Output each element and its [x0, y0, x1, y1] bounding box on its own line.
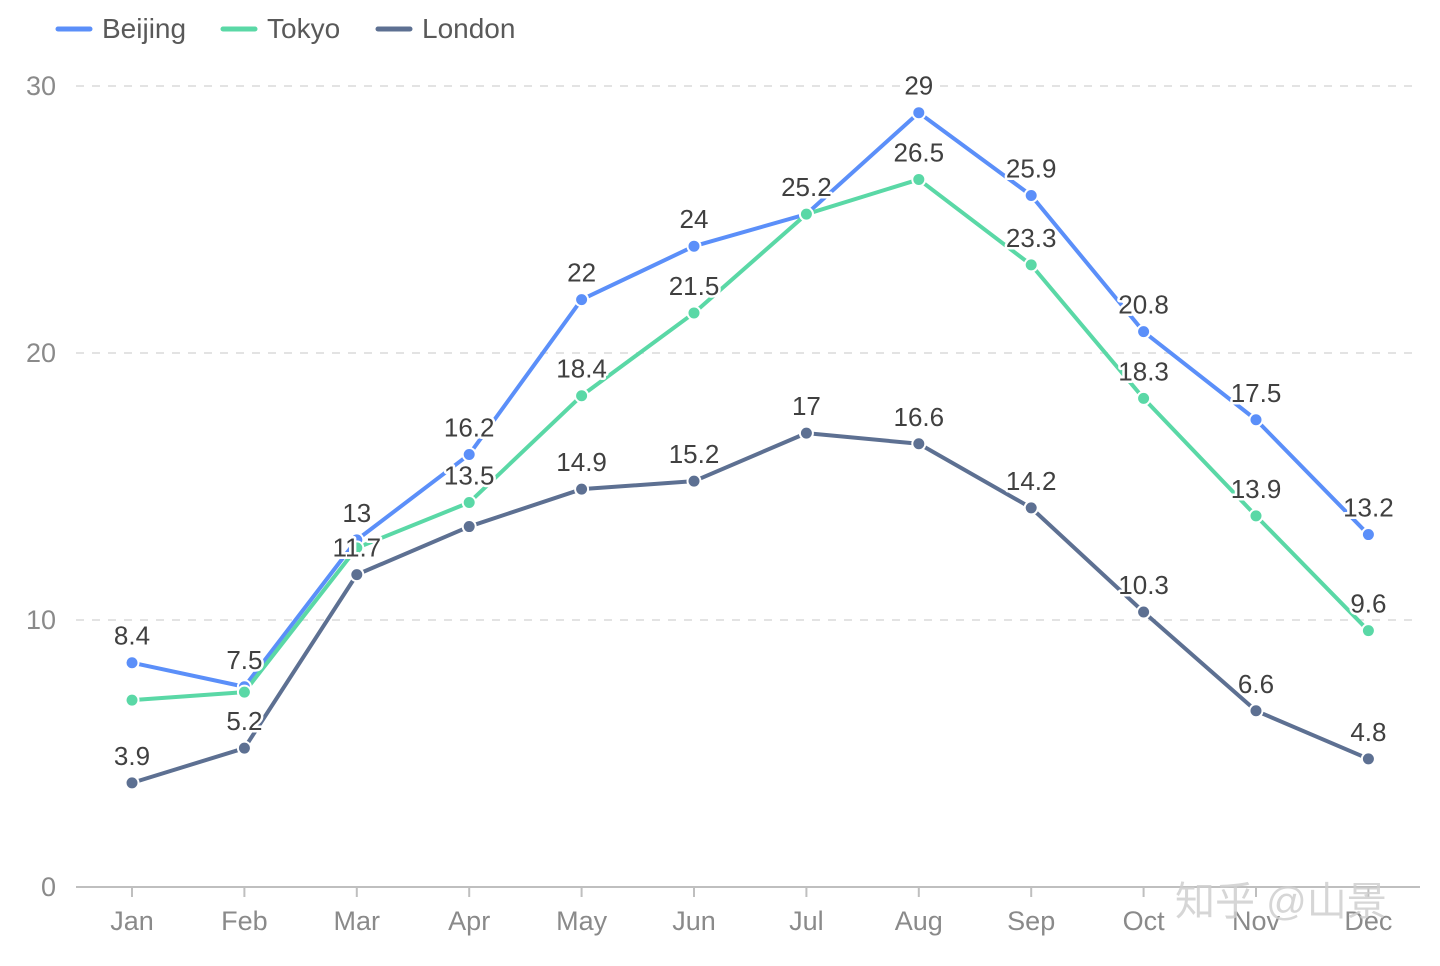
data-label-london: 14.2 — [1006, 466, 1057, 496]
data-label-london: 10.3 — [1118, 570, 1169, 600]
data-point-london — [124, 775, 140, 791]
data-label-beijing: 20.8 — [1118, 290, 1169, 320]
legend-label: Tokyo — [267, 13, 340, 44]
data-label-tokyo: 18.3 — [1118, 356, 1169, 386]
grid-lines — [76, 85, 1420, 621]
data-point-london — [236, 740, 252, 756]
data-point-tokyo — [798, 206, 814, 222]
data-label-london: 5.2 — [226, 706, 262, 736]
data-label-tokyo: 9.6 — [1350, 589, 1386, 619]
data-label-tokyo: 13.9 — [1231, 474, 1282, 504]
data-label-london: 6.6 — [1238, 669, 1274, 699]
x-axis-ticks: Jan Feb Mar Apr May Jun Jul Aug Sep Oct Nov Dec — [110, 887, 1392, 936]
data-point-tokyo — [349, 540, 365, 556]
data-point-beijing — [1136, 324, 1152, 340]
data-point-london — [574, 481, 590, 497]
data-label-tokyo: 26.5 — [893, 137, 944, 167]
legend-label: London — [422, 13, 515, 44]
data-point-london — [911, 436, 927, 452]
legend-item-london[interactable]: London — [375, 13, 515, 44]
data-label-tokyo: 21.5 — [669, 271, 720, 301]
data-point-tokyo — [911, 171, 927, 187]
data-label-london: 4.8 — [1350, 717, 1386, 747]
data-labels: 8.4 7.5 13 16.2 22 24 25.2 29 25.9 20.8 17.5 13.2 13… — [111, 68, 1396, 773]
data-point-london — [798, 425, 814, 441]
data-label-tokyo: 13.5 — [444, 461, 495, 491]
series-line-beijing — [130, 110, 1371, 689]
data-point-tokyo — [461, 495, 477, 511]
y-axis-ticks: 0 10 20 30 — [26, 71, 56, 902]
data-point-london — [1248, 703, 1264, 719]
x-tick-label: Jan — [110, 906, 154, 936]
data-label-london: 14.9 — [556, 447, 607, 477]
watermark: 知乎 @山景 — [1175, 880, 1387, 924]
series-line-tokyo — [130, 177, 1371, 703]
x-tick-label: Apr — [448, 906, 490, 936]
series-line-london — [130, 431, 1371, 785]
data-label-london: 15.2 — [669, 439, 720, 469]
data-point-beijing — [124, 655, 140, 671]
data-point-beijing — [461, 446, 477, 462]
y-tick-label: 10 — [26, 605, 56, 635]
data-label-beijing: 7.5 — [226, 645, 262, 675]
legend-label: Beijing — [102, 13, 186, 44]
data-label-beijing: 16.2 — [444, 412, 495, 442]
data-point-london — [686, 473, 702, 489]
data-point-london — [1023, 500, 1039, 516]
data-point-london — [349, 567, 365, 583]
x-tick-label: May — [556, 906, 608, 936]
data-point-tokyo — [124, 692, 140, 708]
x-tick-label: Mar — [334, 906, 381, 936]
x-tick-label: Dec — [1344, 906, 1392, 936]
legend: Beijing Tokyo London — [55, 13, 515, 44]
data-label-beijing: 8.4 — [114, 621, 150, 651]
data-point-tokyo — [236, 684, 252, 700]
legend-item-tokyo[interactable]: Tokyo — [220, 13, 340, 44]
data-point-beijing — [1023, 187, 1039, 203]
data-point-beijing — [574, 292, 590, 308]
data-label-beijing: 29 — [904, 71, 933, 101]
data-label-tokyo: 23.3 — [1006, 223, 1057, 253]
data-point-beijing — [1360, 527, 1376, 543]
data-point-tokyo — [686, 305, 702, 321]
x-tick-label: Jul — [789, 906, 824, 936]
series-points — [124, 105, 1376, 791]
y-tick-label: 30 — [26, 71, 56, 101]
data-label-london: 3.9 — [114, 741, 150, 771]
data-point-tokyo — [574, 388, 590, 404]
data-point-beijing — [911, 105, 927, 121]
data-point-beijing — [1248, 412, 1264, 428]
x-tick-label: Nov — [1232, 906, 1281, 936]
legend-item-beijing[interactable]: Beijing — [55, 13, 186, 44]
data-label-beijing: 13 — [342, 498, 371, 528]
data-label-london: 11.7 — [332, 533, 381, 563]
x-tick-label: Jun — [672, 906, 716, 936]
x-tick-label: Aug — [895, 906, 943, 936]
data-point-tokyo — [1136, 390, 1152, 406]
data-point-tokyo — [1248, 508, 1264, 524]
data-label-beijing: 17.5 — [1231, 378, 1282, 408]
x-tick-label: Feb — [221, 906, 268, 936]
data-point-london — [461, 519, 477, 535]
data-point-london — [1360, 751, 1376, 767]
data-label-beijing: 25.9 — [1006, 153, 1057, 183]
y-tick-label: 0 — [41, 872, 56, 902]
data-label-london: 16.6 — [893, 402, 944, 432]
data-label-london: 17 — [792, 391, 821, 421]
series-lines — [130, 110, 1371, 785]
data-label-beijing: 22 — [567, 258, 596, 288]
x-tick-label: Sep — [1007, 906, 1055, 936]
y-tick-label: 20 — [26, 338, 56, 368]
data-point-tokyo — [1023, 257, 1039, 273]
data-point-tokyo — [1360, 623, 1376, 639]
data-point-london — [1136, 604, 1152, 620]
data-point-beijing — [686, 238, 702, 254]
data-label-beijing: 25.2 — [781, 172, 832, 202]
x-tick-label: Oct — [1123, 906, 1166, 936]
data-label-beijing: 13.2 — [1343, 493, 1394, 523]
data-label-tokyo: 18.4 — [556, 354, 607, 384]
data-label-beijing: 24 — [680, 204, 709, 234]
